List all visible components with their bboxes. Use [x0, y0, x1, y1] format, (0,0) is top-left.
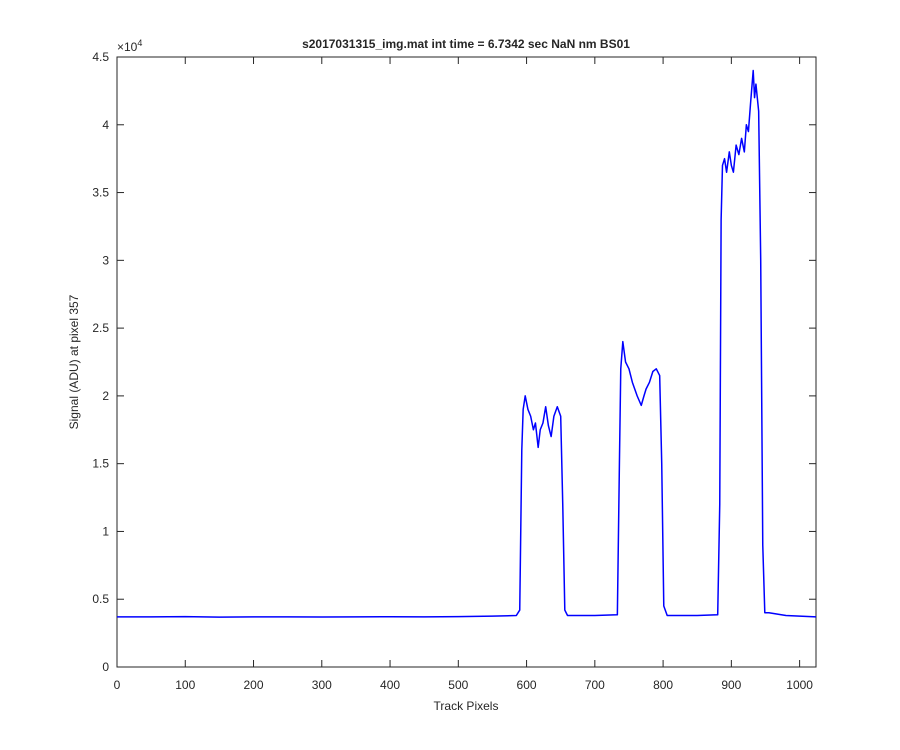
x-tick-label: 200	[244, 678, 264, 692]
x-tick-label: 100	[175, 678, 195, 692]
y-tick-label: 1.5	[92, 457, 109, 471]
y-multiplier-exponent: 4	[137, 38, 142, 48]
y-tick-label: 0	[102, 660, 109, 674]
data-line	[117, 69, 817, 618]
x-tick-label: 600	[517, 678, 537, 692]
y-axis-label: Signal (ADU) at pixel 357	[67, 294, 81, 429]
y-multiplier: ×104	[117, 38, 142, 54]
y-tick-label: 3	[102, 253, 109, 267]
y-tick-label: 4	[102, 118, 109, 132]
x-axis-label: Track Pixels	[434, 699, 499, 713]
x-tick-label: 300	[312, 678, 332, 692]
y-tick-label: 2.5	[92, 321, 109, 335]
x-tick-label: 700	[585, 678, 605, 692]
x-tick-label: 0	[114, 678, 121, 692]
x-tick-label: 900	[721, 678, 741, 692]
x-tick-label: 500	[448, 678, 468, 692]
axes-box	[116, 56, 817, 668]
x-tick-label: 800	[653, 678, 673, 692]
y-tick-label: 4.5	[92, 50, 109, 64]
y-tick-label: 0.5	[92, 592, 109, 606]
y-tick-label: 2	[102, 389, 109, 403]
y-tick-label: 1	[102, 524, 109, 538]
x-tick-label: 400	[380, 678, 400, 692]
y-tick-label: 3.5	[92, 186, 109, 200]
chart-title: s2017031315_img.mat int time = 6.7342 se…	[302, 37, 630, 51]
y-multiplier-base: ×10	[117, 40, 138, 54]
x-tick-label: 1000	[786, 678, 813, 692]
